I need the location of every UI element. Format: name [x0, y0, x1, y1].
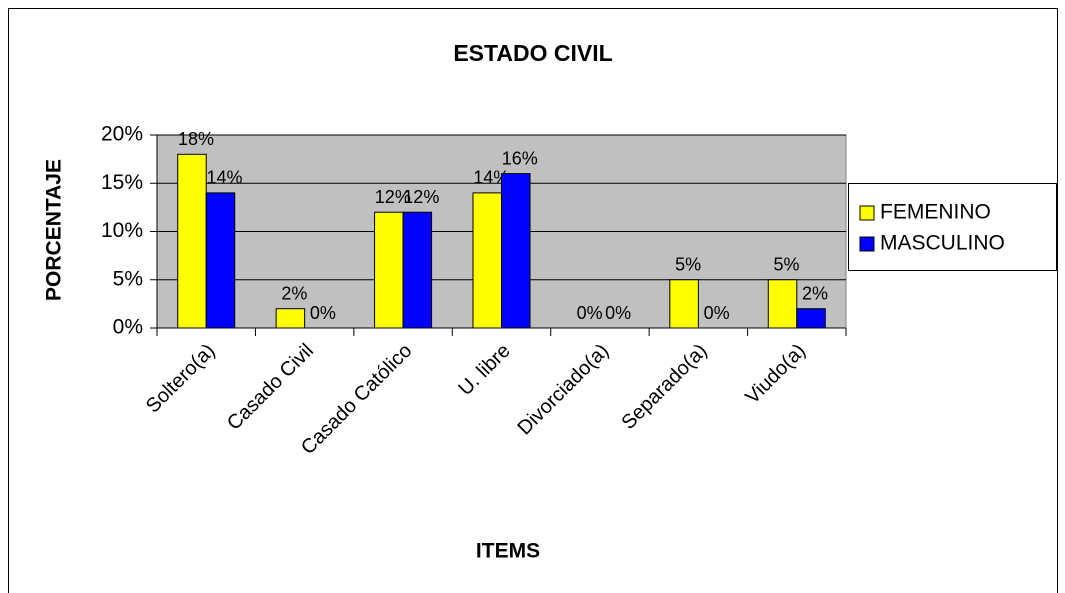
bar — [374, 211, 404, 329]
data-label: 16% — [502, 148, 538, 168]
legend — [848, 183, 1057, 271]
data-label: 2% — [281, 283, 307, 303]
chart-title: ESTADO CIVIL — [453, 40, 612, 66]
y-axis-label: PORCENTAJE — [43, 159, 66, 301]
bar — [669, 279, 699, 329]
data-label: 18% — [178, 129, 214, 149]
data-label: 14% — [206, 168, 242, 188]
bar — [796, 308, 826, 329]
data-label: 0% — [704, 303, 730, 323]
bar — [402, 211, 433, 329]
legend-label: MASCULINO — [880, 232, 1005, 255]
y-tick-label: 5% — [113, 267, 143, 290]
bar — [472, 192, 502, 329]
x-axis-label: ITEMS — [476, 540, 540, 563]
y-tick-label: 10% — [101, 219, 143, 242]
y-tick-label: 20% — [101, 123, 143, 146]
data-label: 0% — [605, 303, 631, 323]
data-label: 2% — [802, 283, 828, 303]
data-label: 0% — [577, 303, 603, 323]
bar — [275, 308, 306, 329]
bar — [205, 192, 236, 329]
bar — [501, 173, 531, 329]
data-label: 14% — [473, 168, 509, 188]
legend-swatch — [859, 205, 875, 221]
y-tick-label: 0% — [113, 316, 143, 339]
bar — [767, 279, 798, 329]
data-label: 12% — [375, 187, 411, 207]
legend-swatch — [859, 236, 875, 252]
data-label: 5% — [774, 255, 800, 275]
bar — [177, 153, 207, 329]
legend-label: FEMENINO — [880, 201, 991, 224]
y-tick-label: 15% — [101, 171, 143, 194]
data-label: 5% — [675, 255, 701, 275]
data-label: 12% — [403, 187, 439, 207]
data-label: 0% — [310, 303, 336, 323]
